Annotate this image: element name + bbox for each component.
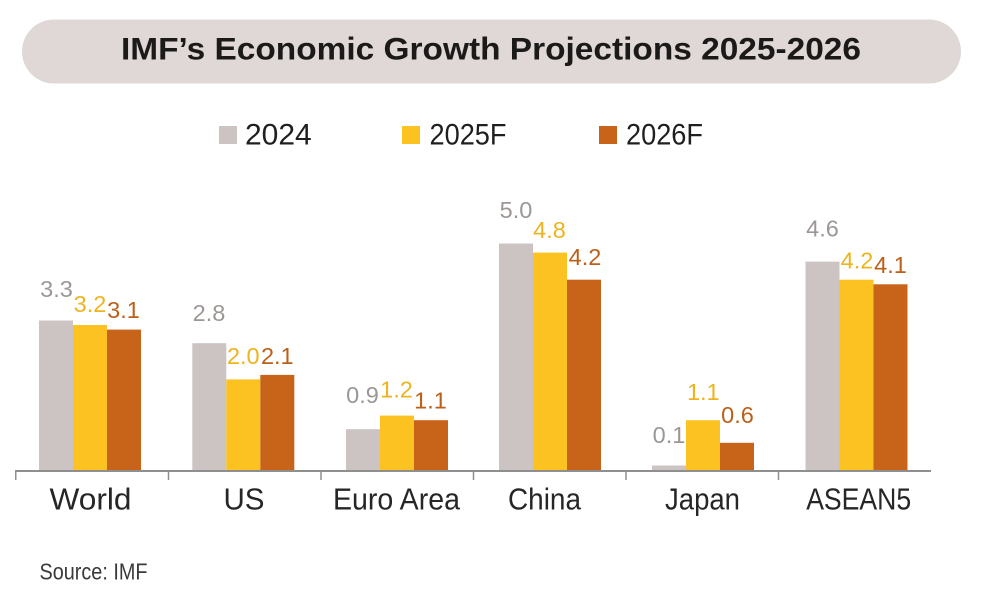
svg-text:IMF’s Economic Growth Projecti: IMF’s Economic Growth Projections 2025-2… xyxy=(121,31,861,67)
svg-text:4.6: 4.6 xyxy=(806,216,839,242)
svg-text:4.1: 4.1 xyxy=(874,252,907,278)
svg-text:2025F: 2025F xyxy=(430,119,507,152)
svg-text:3.3: 3.3 xyxy=(40,276,73,302)
svg-text:5.0: 5.0 xyxy=(500,197,533,223)
svg-text:3.2: 3.2 xyxy=(74,291,107,317)
svg-text:2.1: 2.1 xyxy=(261,343,294,369)
svg-text:2.0: 2.0 xyxy=(227,343,260,369)
svg-text:US: US xyxy=(224,483,265,517)
svg-text:4.2: 4.2 xyxy=(841,248,874,274)
svg-text:World: World xyxy=(50,483,132,517)
svg-text:4.8: 4.8 xyxy=(533,217,566,243)
svg-text:3.1: 3.1 xyxy=(107,297,140,323)
svg-text:1.1: 1.1 xyxy=(414,388,447,414)
svg-text:0.6: 0.6 xyxy=(721,402,754,428)
svg-text:ASEAN5: ASEAN5 xyxy=(806,483,911,517)
svg-text:1.2: 1.2 xyxy=(380,377,413,403)
svg-text:2.8: 2.8 xyxy=(193,300,226,326)
svg-text:Source: IMF: Source: IMF xyxy=(40,559,148,585)
svg-text:1.1: 1.1 xyxy=(687,379,720,405)
svg-text:0.9: 0.9 xyxy=(346,382,379,408)
svg-text:Japan: Japan xyxy=(665,483,740,517)
svg-text:0.1: 0.1 xyxy=(653,422,686,448)
svg-text:Euro Area: Euro Area xyxy=(333,483,460,517)
svg-text:2026F: 2026F xyxy=(626,119,703,152)
svg-text:2024: 2024 xyxy=(245,119,312,152)
svg-text:China: China xyxy=(508,483,581,517)
svg-text:4.2: 4.2 xyxy=(569,244,602,270)
